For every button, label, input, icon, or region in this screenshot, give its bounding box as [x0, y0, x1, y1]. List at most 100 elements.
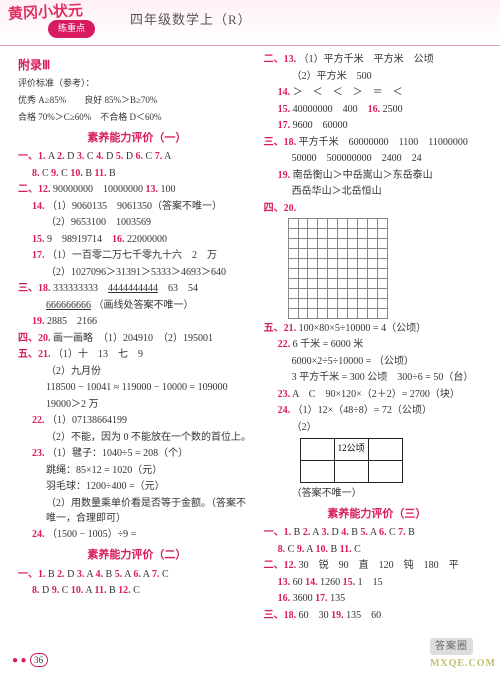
ans: 90000000 10000000 — [53, 184, 143, 195]
ans: A — [48, 151, 55, 162]
qnum: 23. — [32, 448, 45, 459]
qnum: 4. — [341, 527, 349, 538]
qnum: 2. — [57, 569, 65, 580]
qnum: 三、18. — [18, 283, 51, 294]
ans: A — [86, 569, 93, 580]
qnum: 17. — [278, 120, 291, 131]
crit-b: 良好 85%＞B≥70% — [84, 95, 157, 105]
line: 一、1. A 2. D 3. C 4. D 5. D 6. C 7. A — [18, 149, 256, 164]
qnum: 7. — [155, 151, 163, 162]
qnum: 13. — [146, 184, 159, 195]
qnum: 9. — [51, 168, 59, 179]
ans: D — [331, 527, 338, 538]
ans: A — [370, 527, 377, 538]
ans: B — [85, 168, 92, 179]
ans: 南岳衡山＞中岳嵩山＞东岳泰山 — [293, 170, 433, 181]
watermark-line1: 答案圈 — [430, 638, 473, 655]
content-columns: 附录Ⅲ 评价标准（参考）： 优秀 A≥85% 良好 85%＞B≥70% 合格 7… — [0, 46, 500, 624]
qnum: 24. — [32, 529, 45, 540]
qnum: 16. — [278, 593, 291, 604]
ans: A — [164, 151, 171, 162]
ans: 100×80×5÷10000 = 4（公顷） — [299, 323, 426, 334]
ans: 60 30 — [299, 610, 329, 621]
table-cell: 12公顷 — [334, 438, 368, 460]
ans: 2500 — [383, 104, 403, 115]
line: 羽毛球：1200÷400 =（元） — [18, 479, 256, 494]
qnum: 8. — [278, 544, 286, 555]
ans: D — [67, 151, 74, 162]
line: 6000×2÷5÷10000 = （公顷） — [264, 354, 490, 369]
line: 22. 6 千米 = 6000 米 — [264, 337, 490, 352]
ans: A — [143, 569, 150, 580]
line: 17. 9600 60000 — [264, 118, 490, 133]
criteria-label: 评价标准（参考）： — [18, 76, 256, 91]
qnum: 11. — [95, 168, 107, 179]
qnum: 4. — [96, 569, 104, 580]
ans: （1）平方千米 平方米 公顷 — [299, 54, 434, 65]
ans: D — [42, 585, 49, 596]
ans: C — [61, 168, 68, 179]
line: 8. C 9. A 10. B 11. C — [264, 542, 490, 557]
qnum: 14. — [278, 87, 291, 98]
ans: 3600 — [293, 593, 313, 604]
ans: 9600 60000 — [293, 120, 348, 131]
qnum: 14. — [305, 577, 318, 588]
qnum: 24. — [278, 405, 291, 416]
line: 16. 3600 17. 135 — [264, 591, 490, 606]
line: （2）不能，因为 0 不能放在一个数的首位上。 — [18, 430, 256, 445]
line: 二、13. （1）平方千米 平方米 公顷 — [264, 52, 490, 67]
grid-10x10 — [288, 218, 388, 319]
line: （2）1027096＞31391＞5333＞4693＞640 — [18, 265, 256, 280]
qnum: 五、21. — [264, 323, 297, 334]
qnum: 14. — [32, 201, 45, 212]
ans: （1）一百零二万七千零九十六 2 万 — [47, 250, 217, 261]
line: 三、18. 333333333 4444444444 63 54 — [18, 281, 256, 296]
crit-c: 合格 70%＞C≥60% — [18, 112, 91, 122]
line: （2）用数量乘单价看是否等于金额。（答案不唯一，合理即可） — [18, 496, 256, 526]
line: 19. 2885 2166 — [18, 314, 256, 329]
line: 22. （1）07138664199 — [18, 413, 256, 428]
qnum: 2. — [57, 151, 65, 162]
page-number-value: 36 — [30, 653, 48, 667]
qnum: 15. — [343, 577, 356, 588]
ans: 135 60 — [346, 610, 381, 621]
qnum: 3. — [77, 569, 85, 580]
ans: （1）毽子：1040÷5 = 208（个） — [47, 448, 188, 459]
ans: B — [408, 527, 415, 538]
line: 24. （1）12×（48÷8）= 72（公顷） — [264, 403, 490, 418]
criteria-block: 评价标准（参考）： 优秀 A≥85% 良好 85%＞B≥70% 合格 70%＞C… — [18, 76, 256, 125]
qnum: 12. — [118, 585, 131, 596]
watermark: 答案圈 MXQE.COM — [430, 638, 496, 671]
qnum: 10. — [315, 544, 328, 555]
ans: B — [351, 527, 358, 538]
ans: （1）07138664199 — [47, 415, 127, 426]
ans: B — [109, 585, 116, 596]
ans: ＞ ＜ ＜ ＞ ＝ ＜ — [293, 87, 403, 98]
page-title: 四年级数学上（R） — [130, 10, 252, 30]
ans: 平方千米 60000000 1100 11000000 — [299, 137, 468, 148]
qnum: 19. — [278, 170, 291, 181]
line: 一、1. B 2. D 3. A 4. B 5. A 6. A 7. C — [18, 567, 256, 582]
ans: B — [294, 527, 301, 538]
qnum: 22. — [32, 415, 45, 426]
qnum: 15. — [32, 234, 45, 245]
ans: 6 千米 = 6000 米 — [293, 339, 364, 350]
qnum: 22. — [278, 339, 291, 350]
qnum: 5. — [360, 527, 368, 538]
ans: （1）9060135 9061350（答案不唯一） — [47, 201, 222, 212]
appendix-heading: 附录Ⅲ — [18, 56, 256, 74]
ans: 9 98919714 — [47, 234, 102, 245]
ans: B — [106, 569, 113, 580]
line: （2） — [264, 420, 490, 435]
ans: 333333333 — [53, 283, 98, 294]
line: 8. C 9. C 10. B 11. B — [18, 166, 256, 181]
qnum: 6. — [379, 527, 387, 538]
line: 五、21. （1）十 13 七 9 — [18, 347, 256, 362]
six-cell-table: 12公顷 — [300, 438, 403, 483]
qnum: 二、12. — [18, 184, 51, 195]
ans: （画线处答案不唯一） — [94, 300, 194, 311]
crit-a: 优秀 A≥85% — [18, 95, 66, 105]
line: 西岳华山＞北岳恒山 — [264, 184, 490, 199]
line: （2）9653100 1003569 — [18, 215, 256, 230]
page-dots: ● ● — [12, 655, 27, 666]
